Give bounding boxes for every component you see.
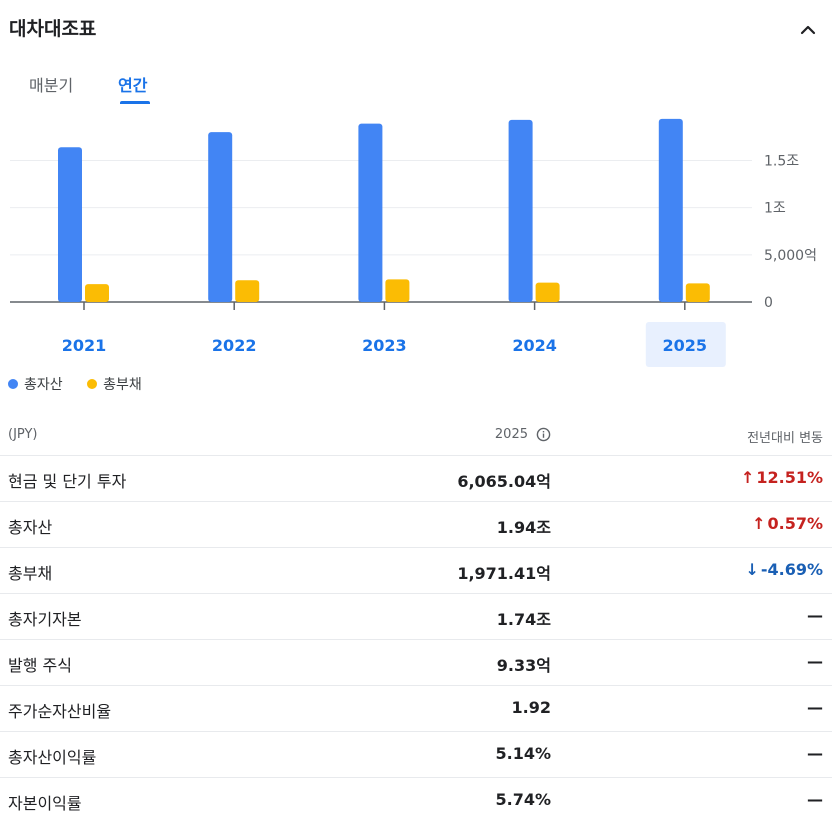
row-change: — [807, 652, 823, 671]
bar-total-assets[interactable] [208, 132, 233, 302]
bar-total-assets[interactable] [58, 147, 82, 302]
row-label: 발행 주식 [8, 656, 72, 675]
info-icon[interactable] [536, 427, 551, 442]
row-label: 주가순자산비율 [8, 702, 112, 721]
row-label: 총자산이익률 [8, 748, 97, 767]
legend-label: 총자산 [24, 377, 63, 393]
year-label-2024[interactable]: 2024 [512, 336, 557, 355]
table-header: (JPY) 2025 전년대비 변동 [0, 418, 832, 456]
year-label-2022[interactable]: 2022 [212, 336, 257, 355]
row-value: 1.74조 [496, 610, 551, 629]
y-tick-label: 1조 [764, 201, 786, 217]
arrow-down-icon: ↓ [745, 560, 759, 579]
bar-total-liabilities[interactable] [535, 282, 560, 302]
change-value: — [807, 744, 823, 763]
bar-total-liabilities[interactable] [85, 284, 109, 302]
chart-legend: 총자산 총부채 [8, 374, 162, 394]
change-value: 0.57% [767, 514, 823, 533]
blue-dot-icon [8, 379, 18, 389]
table-row: 주가순자산비율 1.92 — [0, 686, 832, 732]
table-row: 발행 주식 9.33억 — [0, 640, 832, 686]
row-change: ↑ 12.51% [741, 468, 823, 487]
section-title: 대차대조표 [9, 18, 97, 40]
row-change: — [807, 698, 823, 717]
bar-total-liabilities[interactable] [385, 279, 410, 302]
table-row: 총부채 1,971.41억 ↓ -4.69% [0, 548, 832, 594]
row-change: ↑ 0.57% [752, 514, 823, 533]
year-label-2025[interactable]: 2025 [663, 336, 708, 355]
bar-total-liabilities[interactable] [685, 283, 710, 302]
y-tick-label: 5,000억 [764, 248, 817, 264]
year-header: 2025 [495, 427, 551, 442]
tab-quarterly[interactable]: 매분기 [29, 76, 74, 95]
bar-total-assets[interactable] [508, 119, 533, 303]
selected-year-highlight [645, 322, 726, 367]
legend-item-total-assets: 총자산 [8, 374, 63, 394]
financial-table: (JPY) 2025 전년대비 변동 현금 및 단기 투자 6,065.04억 ↑ 1… [0, 418, 832, 823]
arrow-up-icon: ↑ [740, 468, 755, 487]
change-value: 12.51% [756, 468, 823, 487]
year-label-2021[interactable]: 2021 [62, 336, 107, 355]
y-tick-label: 0 [764, 295, 773, 311]
bar-total-assets[interactable] [358, 123, 383, 303]
year-label-2023[interactable]: 2023 [362, 336, 407, 355]
bar-total-liabilities[interactable] [235, 280, 260, 302]
row-change: — [807, 606, 823, 625]
row-value: 5.14% [495, 744, 551, 763]
table-row: 총자산 1.94조 ↑ 0.57% [0, 502, 832, 548]
change-value: — [807, 790, 823, 809]
balance-sheet-header: 대차대조표 [0, 0, 832, 60]
row-value: 9.33억 [496, 656, 551, 675]
table-row: 총자기자본 1.74조 — [0, 594, 832, 640]
currency-label: (JPY) [8, 427, 38, 442]
table-row: 총자산이익률 5.14% — [0, 732, 832, 778]
table-row: 현금 및 단기 투자 6,065.04억 ↑ 12.51% [0, 456, 832, 502]
chevron-up-icon[interactable] [796, 18, 820, 42]
change-value: -4.69% [760, 560, 823, 579]
change-value: — [807, 698, 823, 717]
row-label: 현금 및 단기 투자 [8, 472, 127, 491]
row-change: — [807, 790, 823, 809]
row-value: 5.74% [495, 790, 551, 809]
row-label: 총자산 [8, 518, 53, 537]
period-tabs: 매분기 연간 [0, 66, 300, 110]
legend-item-total-liabilities: 총부채 [87, 374, 142, 394]
row-value: 6,065.04억 [457, 472, 551, 491]
row-change: — [807, 744, 823, 763]
arrow-up-icon: ↑ [752, 514, 766, 533]
table-row: 자본이익률 5.74% — [0, 778, 832, 823]
row-value: 1.92 [511, 698, 551, 717]
balance-sheet-chart: 0 5,000억 1조 1.5조 2021 2022 2023 2024 2025 [10, 118, 817, 367]
change-value: — [807, 606, 823, 625]
table-body: 현금 및 단기 투자 6,065.04억 ↑ 12.51% 총자산 1.94조 ↑ 0.57%… [0, 456, 832, 823]
row-label: 총자기자본 [8, 610, 82, 629]
row-label: 자본이익률 [8, 794, 82, 813]
year-label: 2025 [494, 427, 528, 442]
change-header: 전년대비 변동 [747, 431, 823, 446]
row-change: ↓ -4.69% [745, 560, 823, 579]
change-value: — [807, 652, 823, 671]
row-label: 총부채 [8, 564, 53, 583]
bar-total-assets[interactable] [658, 118, 683, 302]
row-value: 1.94조 [496, 518, 551, 537]
tab-annual[interactable]: 연간 [118, 76, 148, 95]
y-tick-label: 1.5조 [764, 153, 799, 169]
yellow-dot-icon [87, 379, 98, 389]
legend-label: 총부채 [103, 377, 142, 393]
active-tab-indicator [120, 101, 150, 104]
row-value: 1,971.41억 [457, 564, 551, 583]
